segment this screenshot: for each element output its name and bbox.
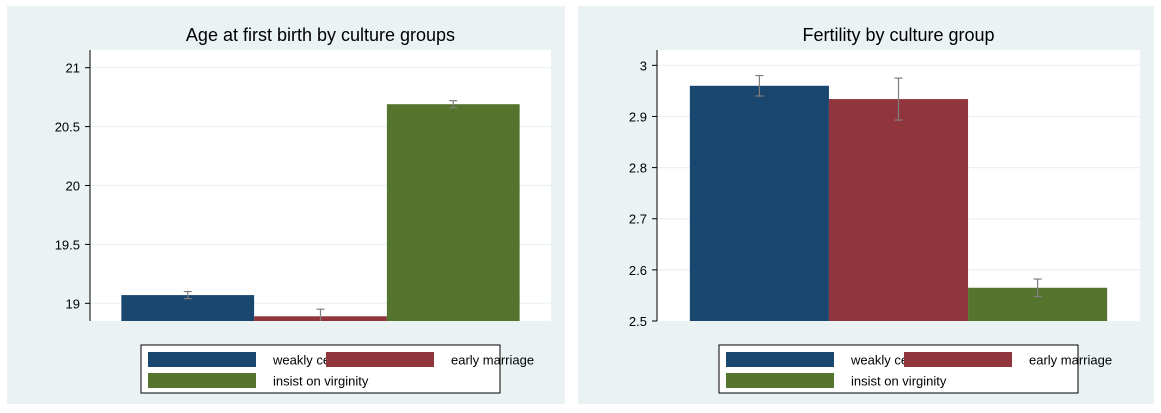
legend-swatch — [148, 373, 256, 388]
chart-title: Fertility by culture group — [802, 25, 994, 45]
y-tick-label: 3 — [640, 58, 647, 73]
y-tick-label: 21 — [66, 61, 80, 76]
y-tick-label: 20 — [66, 179, 80, 194]
legend-swatch — [904, 352, 1012, 367]
y-tick-label: 2.8 — [629, 161, 647, 176]
bar — [386, 104, 520, 321]
legend-swatch — [326, 352, 434, 367]
y-tick-label: 2.5 — [629, 314, 647, 329]
legend-swatch — [148, 352, 256, 367]
y-tick-label: 19 — [66, 296, 80, 311]
legend-swatch — [726, 373, 834, 388]
legend-label: insist on virginity — [851, 374, 947, 389]
legend-swatch — [726, 352, 834, 367]
chart-panel-2: 2.5 2.6 2.7 2.8 2.9 3 Fertility by culture gro… — [578, 6, 1154, 404]
legend-label: early marriage — [1029, 353, 1112, 368]
bar — [689, 85, 829, 321]
y-tick-label: 2.7 — [629, 212, 647, 227]
bar — [121, 295, 255, 321]
bar — [828, 99, 969, 321]
y-tick-label: 2.9 — [629, 109, 647, 124]
chart-panel-1: 19 19.5 20 20.5 21 Age at first birth by cult… — [7, 6, 565, 404]
legend-label: early marriage — [451, 353, 534, 368]
y-tick-label: 2.6 — [629, 263, 647, 278]
chart-title: Age at first birth by culture groups — [186, 25, 455, 45]
y-tick-label: 20.5 — [55, 120, 80, 135]
legend-label: insist on virginity — [273, 374, 369, 389]
y-tick-label: 19.5 — [55, 237, 80, 252]
